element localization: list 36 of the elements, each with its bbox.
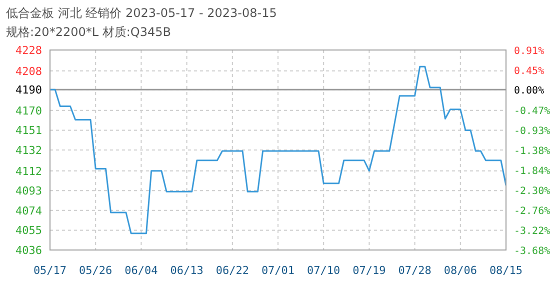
y2-tick-label: -2.76%	[514, 206, 550, 217]
y2-tick-label: -3.68%	[514, 246, 550, 257]
x-tick-label: 06/13	[170, 264, 204, 277]
y-tick-label: 4208	[16, 64, 42, 78]
y2-tick-label: -1.38%	[514, 146, 550, 157]
x-tick-label: 07/10	[307, 264, 340, 277]
y-tick-label: 4151	[16, 124, 42, 138]
x-tick-label: 07/01	[261, 264, 295, 277]
y2-tick-label: -0.47%	[514, 106, 550, 118]
y-tick-label: 4055	[16, 224, 42, 238]
y-tick-label: 4112	[16, 164, 42, 178]
chart-title: 低合金板 河北 经销价 2023-05-17 - 2023-08-15	[6, 5, 277, 22]
chart-subtitle: 规格:20*2200*L 材质:Q345B	[6, 24, 171, 41]
y2-tick-label: -1.84%	[514, 166, 550, 177]
x-tick-label: 07/28	[398, 264, 432, 277]
y2-tick-label: 0.91%	[514, 46, 544, 57]
line-series	[50, 66, 506, 234]
x-tick-label: 08/06	[444, 264, 477, 277]
x-tick-label: 07/19	[352, 264, 386, 277]
y-tick-label: 4074	[16, 204, 42, 218]
y2-tick-label: 0.00%	[514, 86, 544, 97]
y2-tick-label: 0.45%	[514, 66, 544, 78]
x-tick-label: 08/15	[489, 264, 523, 277]
y2-tick-label: -0.93%	[514, 126, 550, 138]
x-tick-label: 05/17	[33, 264, 67, 277]
y-tick-label: 4093	[16, 184, 42, 198]
y-tick-label: 4132	[16, 144, 42, 157]
x-tick-label: 05/26	[79, 264, 112, 277]
x-tick-label: 06/22	[216, 264, 249, 277]
x-tick-label: 06/04	[124, 264, 158, 277]
y-tick-label: 4228	[16, 44, 42, 57]
y-tick-label: 4170	[16, 104, 42, 118]
y2-tick-label: -3.22%	[514, 226, 550, 237]
y-tick-label: 4190	[16, 84, 42, 97]
y-tick-label: 4036	[16, 244, 42, 257]
y2-tick-label: -2.30%	[514, 186, 550, 197]
